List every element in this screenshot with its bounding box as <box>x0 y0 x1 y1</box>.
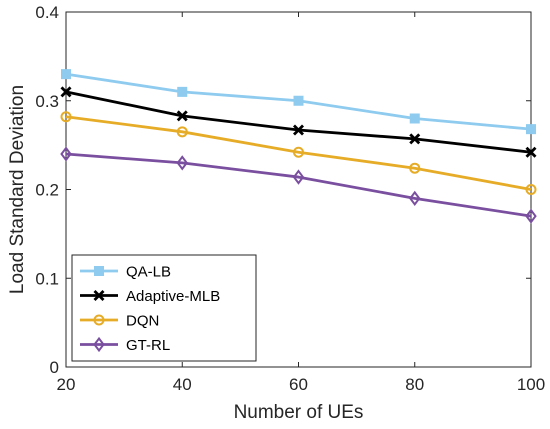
legend-label-gt-rl: GT-RL <box>126 337 170 354</box>
y-tick-label: 0 <box>50 358 59 377</box>
data-point-gt-rl <box>409 190 421 207</box>
data-point-adaptive-mlb-stroke-b <box>176 110 188 122</box>
data-point-adaptive-mlb <box>293 124 304 136</box>
y-tick-label: 0.3 <box>35 92 59 111</box>
legend-label-dqn: DQN <box>126 313 159 330</box>
data-point-adaptive-mlb <box>60 86 72 98</box>
series-dqn <box>60 111 537 195</box>
y-tick-label: 0.4 <box>35 3 59 22</box>
data-point-dqn <box>60 111 72 123</box>
legend-label-qa-lb: QA-LB <box>126 264 171 281</box>
data-point-adaptive-mlb-stroke-b <box>60 86 72 98</box>
legend-item-qa-lb: QA-LB <box>80 264 171 281</box>
data-point-gt-rl <box>292 169 305 185</box>
legend: QA-LB Adaptive-MLB DQN GT-RL <box>71 254 257 362</box>
series-adaptive-mlb <box>60 86 537 158</box>
series-qa-lb <box>61 69 536 135</box>
data-point-qa-lb <box>293 95 304 106</box>
legend-marker-adaptive-mlb-stroke-b <box>93 290 105 301</box>
data-point-adaptive-mlb-stroke-b <box>525 146 537 158</box>
legend-item-dqn: DQN <box>80 313 159 330</box>
series-line-gt-rl <box>65 152 532 218</box>
data-point-dqn <box>525 184 537 195</box>
data-point-dqn <box>293 146 304 158</box>
data-point-dqn <box>409 162 421 174</box>
data-point-adaptive-mlb-stroke-b <box>293 124 304 136</box>
data-point-adaptive-mlb <box>176 110 188 122</box>
x-tick-label: 60 <box>289 375 308 394</box>
x-tick-label: 100 <box>517 375 545 394</box>
y-tick-label: 0.1 <box>35 269 59 288</box>
data-point-gt-rl <box>60 146 72 162</box>
series-layer <box>60 69 537 224</box>
y-axis-title: Load Standard Deviation <box>7 85 28 294</box>
x-tick-label: 20 <box>57 375 76 394</box>
series-gt-rl <box>60 146 537 224</box>
data-point-gt-rl <box>525 208 537 224</box>
x-tick-label: 80 <box>405 375 424 394</box>
data-point-qa-lb <box>61 69 71 80</box>
legend-marker-qa-lb <box>94 266 104 276</box>
data-point-adaptive-mlb <box>525 146 537 158</box>
data-point-qa-lb <box>177 86 188 97</box>
legend-label-adaptive-mlb: Adaptive-MLB <box>126 288 220 305</box>
x-axis-title: Number of UEs <box>234 402 364 423</box>
data-point-dqn <box>176 126 188 138</box>
y-tick-label: 0.2 <box>35 181 59 200</box>
data-point-gt-rl <box>176 155 188 171</box>
x-axis: 20 40 60 80 100 <box>57 12 545 394</box>
data-point-qa-lb <box>409 113 420 124</box>
x-tick-label: 40 <box>173 375 192 394</box>
data-point-qa-lb <box>526 124 536 135</box>
data-point-adaptive-mlb-stroke-b <box>409 133 421 145</box>
legend-item-gt-rl: GT-RL <box>80 336 170 354</box>
y-axis: 0 0.1 0.2 0.3 0.4 <box>35 3 531 377</box>
series-line-dqn <box>65 115 532 191</box>
legend-marker-gt-rl <box>93 336 105 353</box>
legend-marker-adaptive-mlb <box>93 290 105 301</box>
legend-marker-dqn <box>93 314 105 326</box>
data-point-adaptive-mlb <box>409 133 421 145</box>
legend-item-adaptive-mlb: Adaptive-MLB <box>80 288 220 305</box>
